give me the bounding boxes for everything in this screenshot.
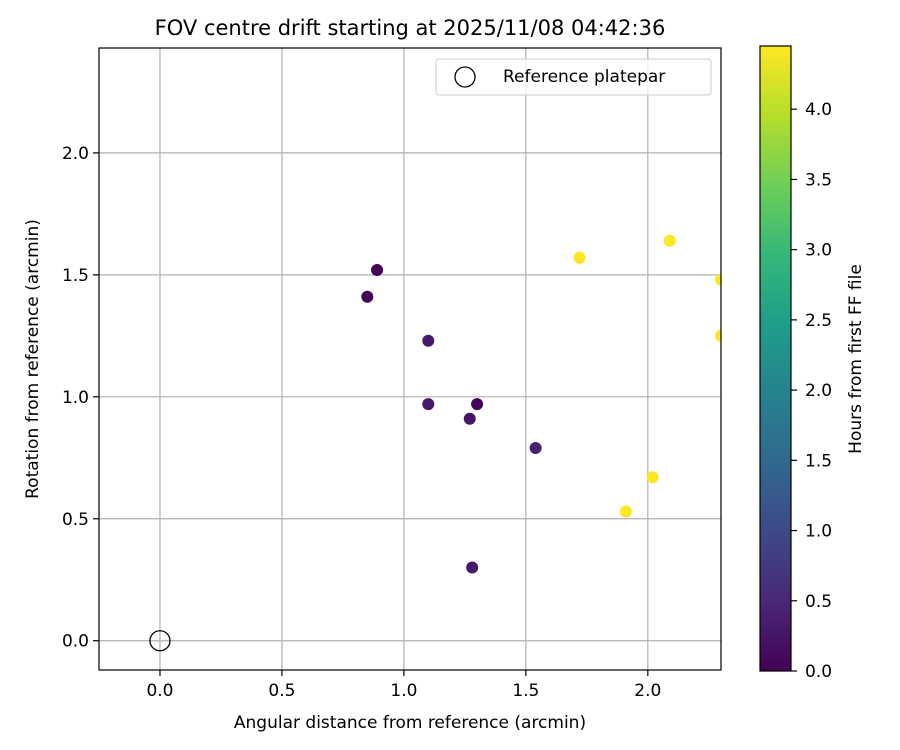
colorbar-tick-label: 4.0 (805, 100, 832, 120)
colorbar-label: Hours from first FF file (846, 264, 866, 454)
x-tick-label: 0.0 (146, 681, 173, 701)
x-tick-label: 1.0 (390, 681, 417, 701)
data-point (422, 334, 435, 347)
data-point (463, 412, 476, 425)
colorbar-tick-label: 3.0 (805, 241, 832, 261)
colorbar-tick-label: 2.5 (805, 311, 832, 331)
data-point (371, 263, 384, 276)
grid-lines (99, 48, 721, 670)
data-point (361, 290, 374, 303)
chart-title: FOV centre drift starting at 2025/11/08 … (155, 16, 666, 40)
data-point (529, 442, 542, 455)
x-tick-label: 1.5 (512, 681, 539, 701)
legend-label-reference: Reference platepar (503, 67, 665, 87)
data-point (619, 505, 632, 518)
data-point (646, 471, 659, 484)
data-points (149, 234, 721, 652)
legend-box (435, 58, 712, 96)
reference-point (149, 630, 171, 652)
legend: Reference platepar (435, 58, 712, 96)
x-axis-ticks: 0.0 0.5 1.0 1.5 2.0 (146, 670, 661, 701)
colorbar: 0.0 0.5 1.0 1.5 2.0 2.5 3.0 3.5 4.0 Hours from f… (759, 45, 866, 682)
data-point (715, 329, 721, 342)
colorbar-tick-label: 0.5 (805, 592, 832, 612)
colorbar-tick-label: 3.5 (805, 170, 832, 190)
colorbar-tick-label: 2.0 (805, 381, 832, 401)
x-axis-label: Angular distance from reference (arcmin) (234, 713, 586, 733)
data-point (663, 234, 676, 247)
colorbar-tick-label: 1.5 (805, 451, 832, 471)
data-point (471, 398, 484, 411)
data-point (466, 561, 479, 574)
plot-frame (98, 47, 722, 671)
y-tick-label: 0.5 (62, 510, 89, 530)
data-point (573, 251, 586, 264)
y-tick-label: 1.0 (62, 388, 89, 408)
x-tick-label: 0.5 (268, 681, 295, 701)
data-point (422, 398, 435, 411)
y-axis-ticks: 0.0 0.5 1.0 1.5 2.0 (62, 144, 99, 652)
colorbar-tick-label: 0.0 (805, 662, 832, 682)
x-tick-label: 2.0 (634, 681, 661, 701)
y-tick-label: 2.0 (62, 144, 89, 164)
y-tick-label: 0.0 (62, 632, 89, 652)
data-point (715, 273, 721, 286)
colorbar-tick-label: 1.0 (805, 522, 832, 542)
legend-marker-reference (454, 66, 476, 88)
colorbar-ticks: 0.0 0.5 1.0 1.5 2.0 2.5 3.0 3.5 4.0 (791, 100, 832, 682)
y-axis-label: Rotation from reference (arcmin) (23, 219, 43, 499)
colorbar-gradient (759, 45, 792, 672)
y-tick-label: 1.5 (62, 266, 89, 286)
